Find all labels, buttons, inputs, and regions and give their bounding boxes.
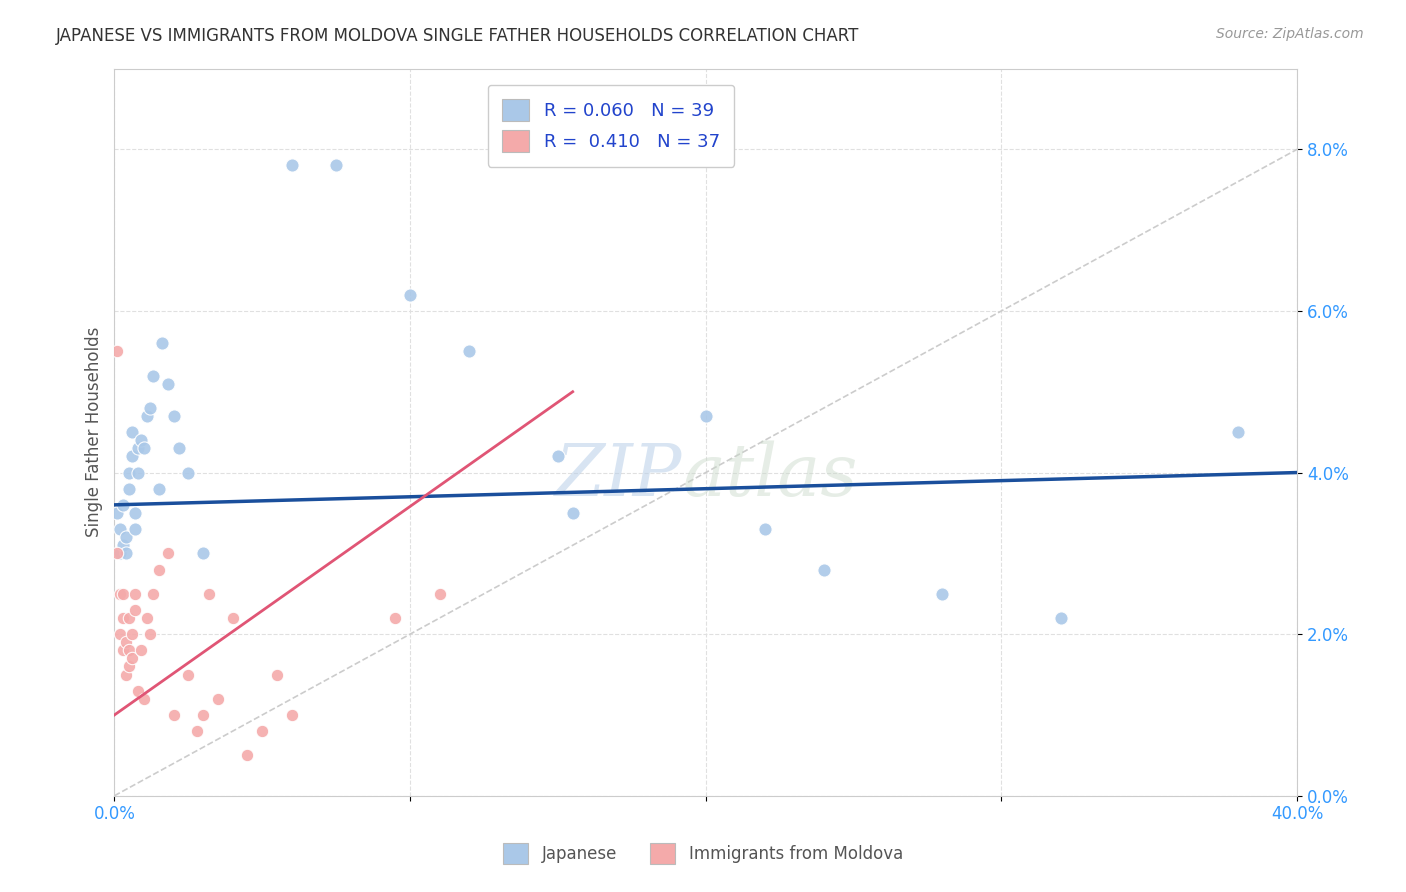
Point	[207, 691, 229, 706]
Point	[112, 538, 135, 552]
Point	[129, 643, 152, 657]
Point	[112, 587, 135, 601]
Point	[399, 287, 422, 301]
Point	[121, 425, 143, 439]
Point	[129, 434, 152, 448]
Point	[110, 627, 132, 641]
Point	[191, 708, 214, 723]
Point	[118, 482, 141, 496]
Point	[118, 643, 141, 657]
Text: atlas: atlas	[682, 441, 858, 511]
Point	[1049, 611, 1071, 625]
Point	[110, 522, 132, 536]
Point	[121, 651, 143, 665]
Point	[162, 409, 184, 423]
Point	[186, 724, 208, 739]
Point	[124, 506, 146, 520]
Point	[136, 611, 159, 625]
Point	[252, 724, 274, 739]
Point	[110, 546, 132, 560]
Point	[115, 635, 138, 649]
Legend: R = 0.060   N = 39, R =  0.410   N = 37: R = 0.060 N = 39, R = 0.410 N = 37	[488, 85, 734, 167]
Point	[177, 667, 200, 681]
Point	[162, 708, 184, 723]
Point	[132, 691, 155, 706]
Point	[813, 562, 835, 576]
Point	[142, 368, 165, 383]
Point	[561, 506, 583, 520]
Point	[266, 667, 288, 681]
Point	[142, 587, 165, 601]
Point	[198, 587, 221, 601]
Point	[115, 530, 138, 544]
Point	[156, 546, 179, 560]
Point	[695, 409, 717, 423]
Point	[177, 466, 200, 480]
Point	[132, 442, 155, 456]
Point	[325, 159, 347, 173]
Point	[281, 159, 304, 173]
Point	[115, 667, 138, 681]
Point	[931, 587, 953, 601]
Point	[124, 587, 146, 601]
Text: ZIP: ZIP	[555, 441, 682, 511]
Point	[115, 546, 138, 560]
Point	[1226, 425, 1249, 439]
Point	[547, 450, 569, 464]
Point	[136, 409, 159, 423]
Point	[127, 466, 149, 480]
Point	[148, 482, 170, 496]
Point	[112, 498, 135, 512]
Point	[105, 546, 128, 560]
Point	[150, 336, 173, 351]
Point	[429, 587, 451, 601]
Point	[156, 376, 179, 391]
Point	[458, 344, 481, 359]
Point	[118, 659, 141, 673]
Point	[118, 611, 141, 625]
Point	[105, 506, 128, 520]
Point	[112, 643, 135, 657]
Point	[139, 627, 162, 641]
Point	[148, 562, 170, 576]
Point	[110, 587, 132, 601]
Point	[124, 603, 146, 617]
Point	[169, 442, 191, 456]
Point	[112, 611, 135, 625]
Y-axis label: Single Father Households: Single Father Households	[86, 327, 103, 537]
Point	[384, 611, 406, 625]
Point	[127, 442, 149, 456]
Point	[754, 522, 776, 536]
Point	[221, 611, 243, 625]
Text: JAPANESE VS IMMIGRANTS FROM MOLDOVA SINGLE FATHER HOUSEHOLDS CORRELATION CHART: JAPANESE VS IMMIGRANTS FROM MOLDOVA SING…	[56, 27, 859, 45]
Legend: Japanese, Immigrants from Moldova: Japanese, Immigrants from Moldova	[496, 837, 910, 871]
Point	[281, 708, 304, 723]
Point	[127, 683, 149, 698]
Point	[236, 748, 259, 763]
Point	[118, 466, 141, 480]
Text: Source: ZipAtlas.com: Source: ZipAtlas.com	[1216, 27, 1364, 41]
Point	[121, 450, 143, 464]
Point	[124, 522, 146, 536]
Point	[105, 344, 128, 359]
Point	[191, 546, 214, 560]
Point	[139, 401, 162, 415]
Point	[121, 627, 143, 641]
